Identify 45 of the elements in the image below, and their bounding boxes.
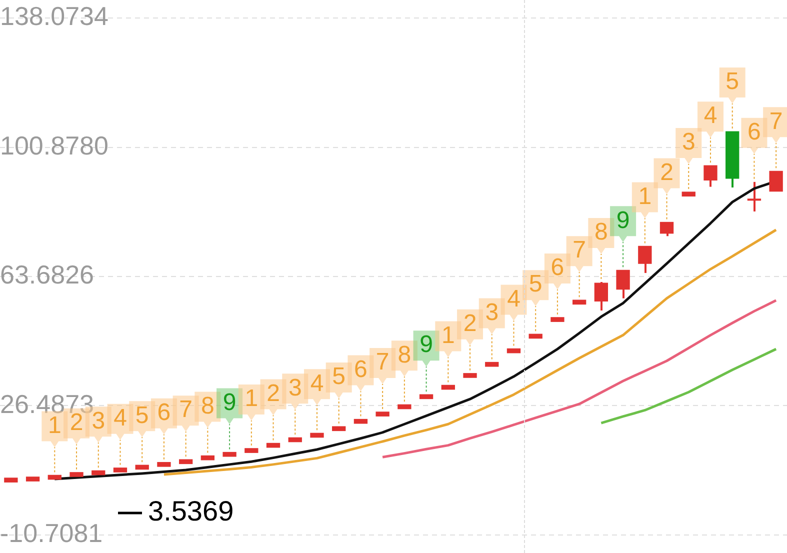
candlestick bbox=[638, 245, 652, 274]
text: 8 bbox=[398, 341, 412, 368]
y-tick-label: 63.6826 bbox=[0, 260, 94, 290]
candlestick bbox=[594, 281, 608, 312]
candlestick bbox=[769, 170, 783, 192]
text: 3 bbox=[288, 374, 302, 402]
candlestick bbox=[660, 221, 674, 238]
text: 3 bbox=[485, 298, 499, 326]
text: 4 bbox=[704, 102, 718, 130]
text: 6 bbox=[550, 254, 564, 282]
candlestick bbox=[616, 269, 630, 300]
text: 7 bbox=[572, 236, 586, 264]
text: 7 bbox=[376, 348, 390, 376]
text: 9 bbox=[616, 206, 630, 234]
text: 7 bbox=[769, 108, 783, 135]
text: 3 bbox=[682, 128, 696, 156]
candlestick bbox=[704, 164, 718, 188]
y-tick-label: 100.8780 bbox=[0, 130, 108, 160]
text: 6 bbox=[354, 356, 368, 383]
text: 6 bbox=[748, 118, 761, 146]
annotation: 3.5369 bbox=[148, 496, 234, 527]
text: 4 bbox=[507, 285, 520, 312]
text: 1 bbox=[48, 412, 62, 439]
text: 1 bbox=[244, 385, 258, 412]
y-tick-label: 138.0734 bbox=[0, 1, 108, 32]
text: 2 bbox=[463, 310, 477, 338]
text: 7 bbox=[179, 396, 192, 424]
y-tick-label: -10.7081 bbox=[0, 518, 103, 548]
text: 1 bbox=[638, 182, 652, 210]
text: 4 bbox=[310, 370, 324, 397]
text: 2 bbox=[266, 380, 280, 407]
text: 4 bbox=[114, 404, 127, 432]
text: 6 bbox=[157, 398, 171, 426]
text: 9 bbox=[222, 388, 236, 416]
text: 8 bbox=[594, 218, 608, 246]
candlestick bbox=[747, 180, 762, 212]
text: 5 bbox=[332, 363, 346, 390]
text: 9 bbox=[420, 331, 433, 358]
text: 1 bbox=[441, 322, 455, 349]
text: 5 bbox=[726, 68, 740, 96]
text: 3 bbox=[92, 407, 106, 434]
text: 5 bbox=[528, 270, 542, 298]
text: 2 bbox=[660, 158, 674, 186]
text: 5 bbox=[135, 402, 149, 429]
text: 8 bbox=[201, 392, 214, 420]
